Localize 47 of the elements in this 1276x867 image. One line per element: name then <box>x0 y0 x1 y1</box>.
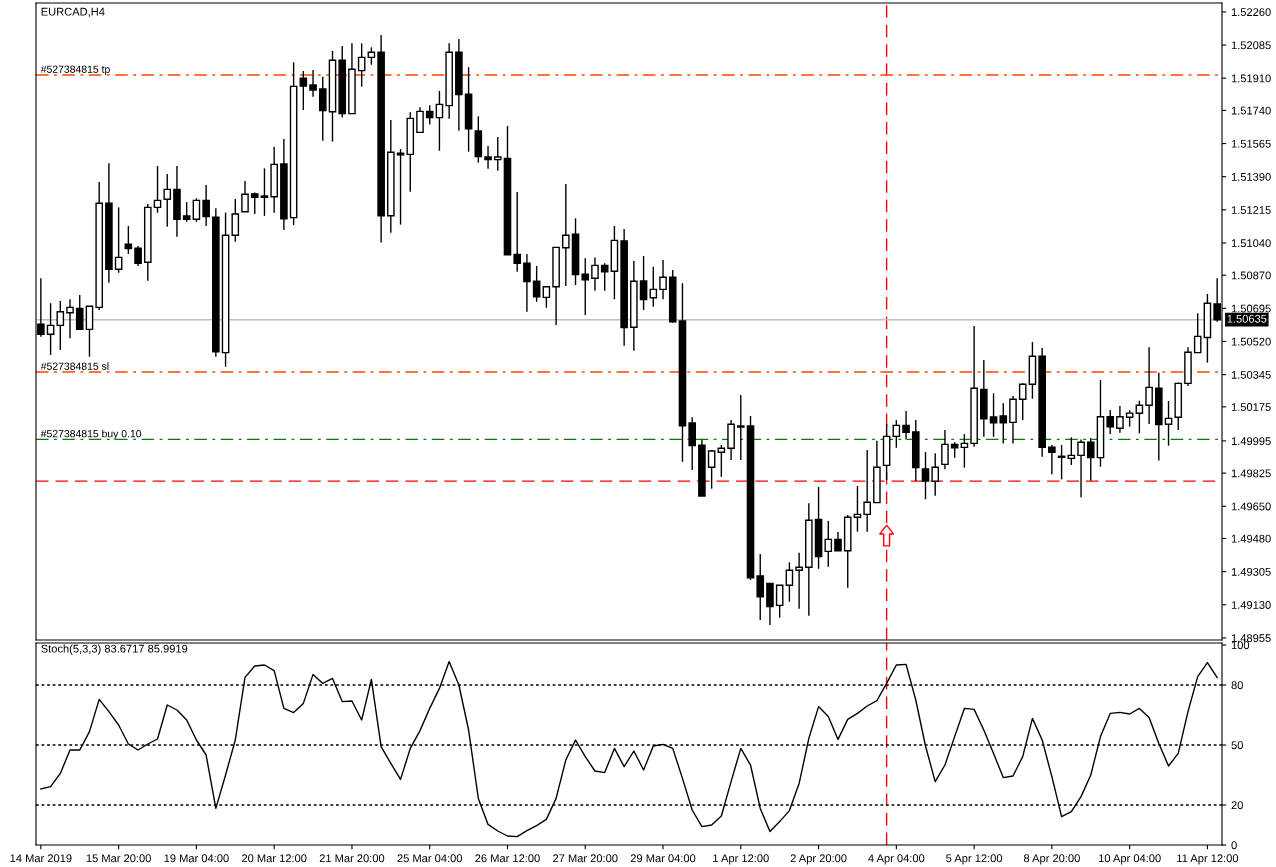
ref-line-label: #527384815 tp <box>40 65 110 75</box>
y-tick-label: 80 <box>1231 681 1243 690</box>
y-tick-label: 20 <box>1231 801 1243 810</box>
x-tick-label: 21 Mar 20:00 <box>319 854 385 863</box>
y-tick-label: 1.50870 <box>1231 271 1271 280</box>
x-tick-label: 2 Apr 20:00 <box>790 854 847 865</box>
y-tick-label: 1.50175 <box>1231 403 1271 411</box>
y-tick-label: 1.49650 <box>1231 502 1271 511</box>
x-tick-label: 4 Apr 04:00 <box>868 854 925 865</box>
chart-title: EURCAD,H4 <box>41 7 105 17</box>
x-tick-label: 5 Apr 12:00 <box>946 854 1003 865</box>
x-tick-label: 27 Mar 20:00 <box>553 854 618 863</box>
y-tick-label: 1.49825 <box>1231 469 1271 478</box>
x-tick-label: 8 Apr 20:00 <box>1023 854 1080 865</box>
x-tick-label: 29 Mar 04:00 <box>630 854 696 863</box>
y-tick-label: 1.50345 <box>1231 370 1271 379</box>
y-tick-label: 1.51565 <box>1231 139 1271 148</box>
x-tick-label: 11 Apr 12:00 <box>1177 854 1239 865</box>
y-tick-label: 1.48955 <box>1231 634 1271 643</box>
y-tick-label: 1.52260 <box>1231 8 1271 17</box>
y-tick-label: 1.51910 <box>1231 74 1271 83</box>
y-tick-label: 1.50520 <box>1231 337 1271 346</box>
y-tick-label: 50 <box>1231 741 1243 750</box>
y-tick-label: 1.51740 <box>1231 106 1271 115</box>
y-tick-label: 1.49480 <box>1231 534 1271 543</box>
x-tick-label: 15 Mar 20:00 <box>86 854 151 863</box>
y-tick-label: 1.51040 <box>1231 239 1271 248</box>
x-tick-label: 1 Apr 12:00 <box>713 854 769 865</box>
x-tick-label: 10 Apr 04:00 <box>1098 854 1161 865</box>
y-tick-label: 1.49995 <box>1231 437 1271 446</box>
y-tick-label: 1.52085 <box>1231 41 1271 50</box>
x-tick-label: 25 Mar 04:00 <box>397 854 463 863</box>
y-tick-label: 1.51390 <box>1231 172 1271 181</box>
y-tick-label: 1.50695 <box>1231 304 1271 313</box>
ref-line-label: 1.50635 <box>1227 314 1267 323</box>
x-tick-label: 19 Mar 04:00 <box>164 854 229 863</box>
x-tick-label: 14 Mar 2019 <box>10 854 72 863</box>
y-tick-label: 100 <box>1231 641 1250 650</box>
y-tick-label: 1.51215 <box>1231 206 1271 214</box>
ref-line-label: #527384815 sl <box>40 362 109 370</box>
y-tick-label: 1.49130 <box>1231 601 1271 609</box>
y-tick-label: 0 <box>1231 841 1237 850</box>
x-tick-label: 20 Mar 12:00 <box>242 854 307 863</box>
x-tick-label: 26 Mar 12:00 <box>475 854 540 863</box>
ref-line-label: #527384815 buy 0.10 <box>40 429 142 440</box>
chart-title: Stoch(5,3,3) 83.6717 85.9919 <box>41 644 188 655</box>
y-tick-label: 1.49305 <box>1231 567 1271 576</box>
